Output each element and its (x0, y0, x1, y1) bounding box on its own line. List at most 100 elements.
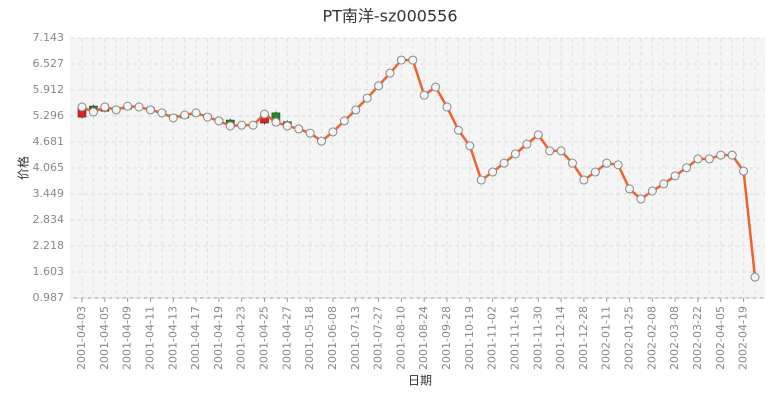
price-point (545, 146, 555, 156)
price-point (682, 163, 692, 173)
y-tick-label: 6.527 (33, 57, 65, 70)
x-tick-label: 2001-04-11 (143, 306, 156, 370)
x-tick-label: 2001-04-25 (258, 306, 271, 370)
x-tick-label: 2001-04-27 (280, 306, 293, 370)
price-point (294, 124, 304, 134)
x-tick-label: 2002-02-08 (645, 306, 658, 370)
price-point (100, 102, 110, 112)
x-tick-label: 2001-11-30 (531, 306, 544, 370)
x-tick-label: 2001-08-10 (394, 306, 407, 370)
y-tick-label: 1.603 (33, 265, 65, 278)
y-tick-label: 5.912 (33, 83, 65, 96)
price-point (716, 150, 726, 160)
x-tick-label: 2002-03-22 (691, 306, 704, 370)
price-point (237, 120, 247, 130)
price-point (590, 167, 600, 177)
price-point (579, 175, 589, 185)
y-tick-label: 4.065 (33, 161, 65, 174)
y-tick-label: 5.296 (33, 109, 65, 122)
x-tick-label: 2001-05-18 (303, 306, 316, 370)
x-tick-label: 2001-04-05 (98, 306, 111, 370)
x-tick-label: 2002-01-25 (623, 306, 636, 370)
price-point (419, 90, 429, 100)
y-tick-label: 7.143 (33, 31, 65, 44)
price-point (77, 102, 87, 112)
price-point (442, 102, 452, 112)
y-axis-title: 价格 (16, 156, 31, 180)
price-point (693, 154, 703, 164)
price-point (750, 272, 760, 282)
x-tick-label: 2001-04-19 (212, 306, 225, 370)
price-point (636, 194, 646, 204)
price-point (111, 105, 121, 115)
x-tick-label: 2001-04-23 (235, 306, 248, 370)
price-point (739, 166, 749, 176)
price-point (260, 109, 270, 119)
price-point (727, 150, 737, 160)
x-tick-label: 2001-08-24 (417, 306, 430, 370)
price-point (328, 127, 338, 137)
x-tick-label: 2001-11-16 (508, 306, 521, 370)
price-point (202, 112, 212, 122)
price-point (225, 121, 235, 131)
price-point (510, 149, 520, 159)
price-point (374, 81, 384, 91)
price-point (145, 105, 155, 115)
price-point (180, 110, 190, 120)
price-point (339, 116, 349, 126)
price-point (317, 136, 327, 146)
price-point (556, 146, 566, 156)
x-tick-label: 2001-07-27 (372, 306, 385, 370)
chart-title: PT南洋-sz000556 (322, 7, 457, 26)
price-point (465, 141, 475, 151)
x-tick-label: 2002-03-08 (668, 306, 681, 370)
x-tick-label: 2002-04-05 (714, 306, 727, 370)
price-point (271, 117, 281, 127)
price-point (567, 158, 577, 168)
y-tick-label: 2.218 (33, 239, 65, 252)
x-tick-label: 2001-04-09 (121, 306, 134, 370)
price-point (659, 179, 669, 189)
price-point (157, 108, 167, 118)
price-point (533, 130, 543, 140)
x-tick-label: 2001-04-03 (75, 306, 88, 370)
price-point (613, 160, 623, 170)
price-point (191, 108, 201, 118)
price-point (704, 154, 714, 164)
x-tick-label: 2001-04-17 (189, 306, 202, 370)
price-point (453, 125, 463, 135)
price-point (248, 120, 258, 130)
price-point (362, 93, 372, 103)
price-point (522, 139, 532, 149)
price-point (408, 55, 418, 65)
price-point (214, 116, 224, 126)
price-point (431, 82, 441, 92)
y-tick-label: 4.681 (33, 135, 65, 148)
x-tick-label: 2001-11-02 (486, 306, 499, 370)
x-tick-label: 2001-07-13 (349, 306, 362, 370)
price-point (396, 55, 406, 65)
price-point (476, 175, 486, 185)
x-tick-label: 2001-06-08 (326, 306, 339, 370)
x-tick-label: 2001-10-19 (463, 306, 476, 370)
price-point (602, 158, 612, 168)
x-tick-label: 2001-12-14 (554, 306, 567, 370)
x-tick-label: 2002-01-11 (600, 306, 613, 370)
price-point (351, 105, 361, 115)
price-point (647, 186, 657, 196)
price-point (385, 68, 395, 78)
x-axis-title: 日期 (408, 374, 432, 388)
price-point (488, 167, 498, 177)
x-tick-label: 2001-12-28 (577, 306, 590, 370)
y-tick-label: 2.834 (33, 213, 65, 226)
price-point (625, 184, 635, 194)
price-point (88, 107, 98, 117)
price-point (134, 102, 144, 112)
price-point (282, 121, 292, 131)
price-point (123, 101, 133, 111)
price-point (670, 171, 680, 181)
x-tick-label: 2001-09-28 (440, 306, 453, 370)
x-tick-label: 2002-04-19 (737, 306, 750, 370)
price-point (168, 113, 178, 123)
